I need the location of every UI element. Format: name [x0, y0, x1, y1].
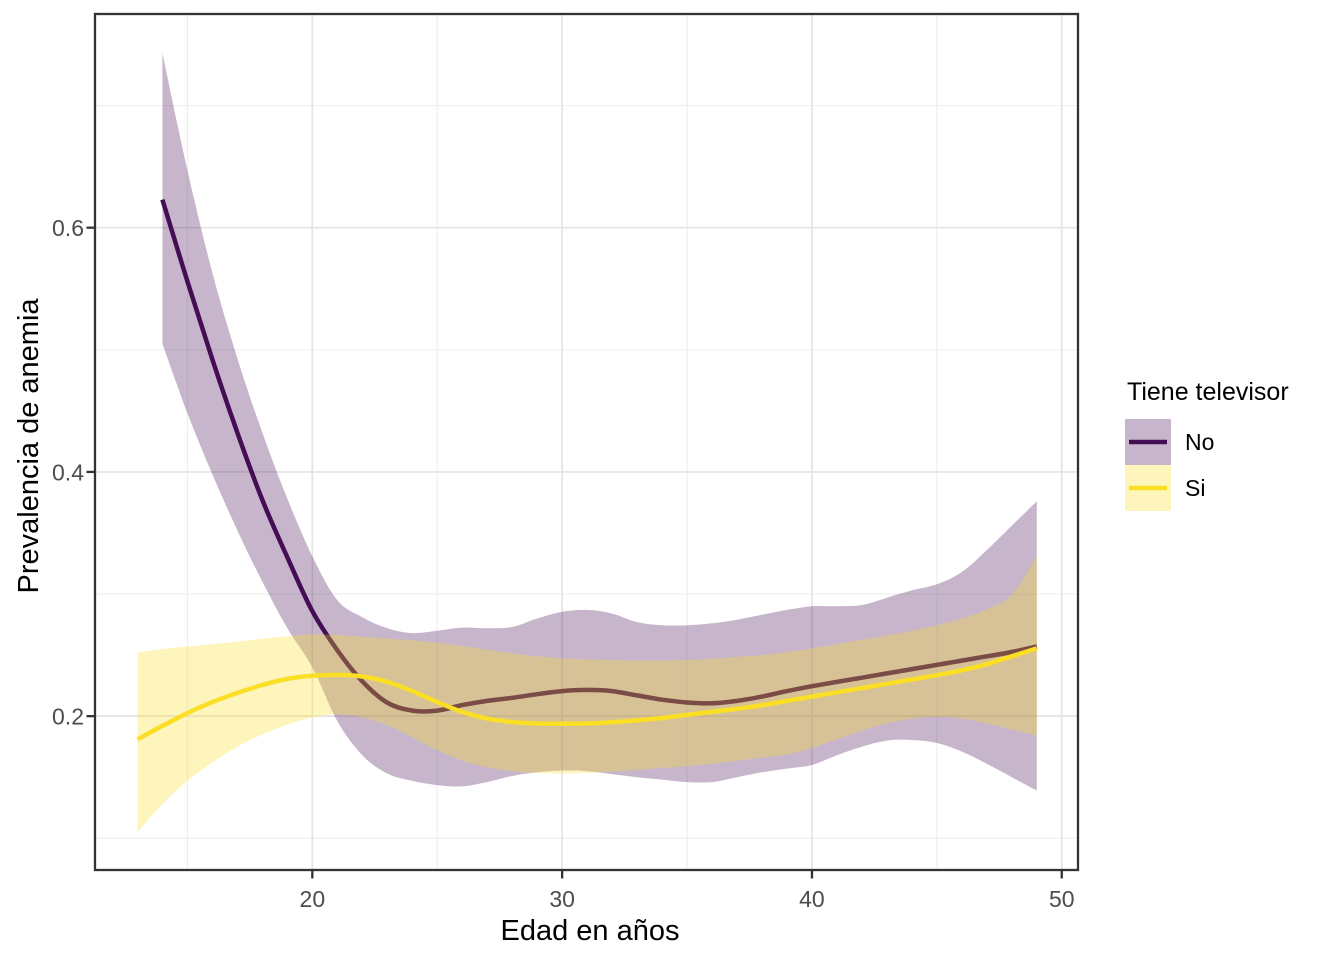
y-tick-label: 0.2	[52, 704, 84, 730]
legend-key-no	[1125, 419, 1171, 465]
tick-labels: 20 30 40 50 0.2 0.4 0.6	[52, 215, 1075, 912]
legend-label-no: No	[1185, 429, 1214, 455]
legend: Tiene televisor No Si	[1125, 378, 1289, 511]
x-tick-label: 20	[300, 886, 326, 912]
x-axis-title: Edad en años	[501, 915, 680, 947]
y-tick-label: 0.6	[52, 215, 84, 241]
grid-layer	[95, 14, 1078, 870]
y-tick-label: 0.4	[52, 459, 84, 485]
x-tick-label: 40	[799, 886, 825, 912]
smooth-line-no	[160, 198, 1038, 714]
legend-title: Tiene televisor	[1127, 378, 1289, 406]
confidence-ribbon-si	[137, 556, 1037, 833]
smooth-line-si	[136, 646, 1038, 742]
axis-ticks	[86, 226, 1063, 879]
y-axis-title: Prevalencia de anemia	[13, 298, 45, 594]
confidence-ribbon-no	[162, 53, 1037, 791]
series-layer	[136, 53, 1038, 833]
legend-label-si: Si	[1185, 475, 1205, 501]
panel-border	[93, 12, 1080, 872]
legend-key-si	[1125, 465, 1171, 511]
x-tick-label: 30	[549, 886, 575, 912]
x-tick-label: 50	[1049, 886, 1075, 912]
